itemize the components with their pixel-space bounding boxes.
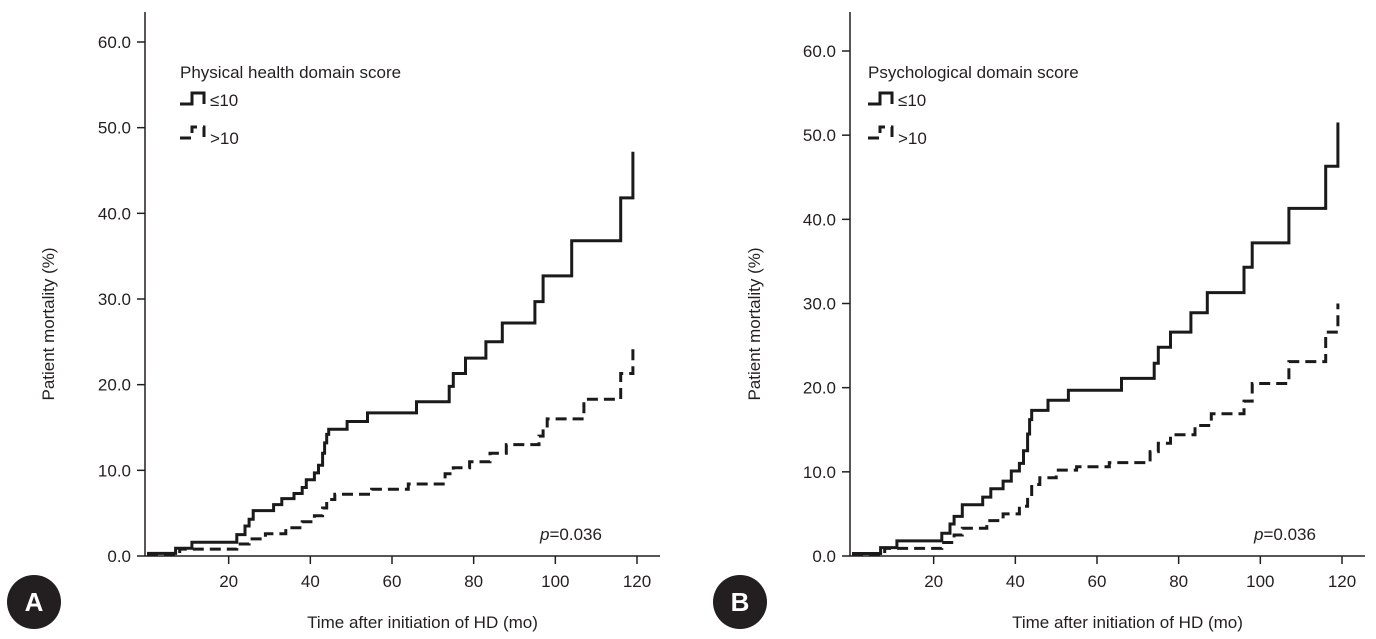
panel-b-badge: B xyxy=(713,575,767,629)
panel-b-badge-circle xyxy=(713,575,767,629)
panel-b-legend-title: Psychological domain score xyxy=(868,63,1079,82)
panel-a-x-axis-label: Time after initiation of HD (mo) xyxy=(307,613,538,632)
panel-b-legend: Psychological domain score ≤10 >10 xyxy=(868,63,1079,148)
panel-a-y-ticks: 0.0 10.0 20.0 30.0 40.0 50.0 60.0 xyxy=(98,33,145,566)
panel-b-curve-dashed xyxy=(852,303,1340,556)
panel-a-y-tick-label: 50.0 xyxy=(98,119,131,138)
panel-b-y-axis-label: Patient mortality (%) xyxy=(745,247,764,400)
panel-a-y-tick-label: 60.0 xyxy=(98,33,131,52)
panel-a-y-tick-label: 40.0 xyxy=(98,204,131,223)
panel-a-badge: A xyxy=(7,575,61,629)
panel-a: 0.0 10.0 20.0 30.0 40.0 50.0 60.0 20 40 60 80 100 1… xyxy=(7,12,660,632)
panel-a-y-axis-label: Patient mortality (%) xyxy=(39,247,58,400)
panel-b-x-tick-label: 80 xyxy=(1169,572,1188,591)
panel-a-badge-letter: A xyxy=(25,587,44,617)
panel-b-curve-solid xyxy=(852,122,1340,555)
panel-a-curves xyxy=(147,151,635,556)
panel-a-y-tick-label: 30.0 xyxy=(98,290,131,309)
panel-a-x-ticks: 20 40 60 80 100 120 xyxy=(219,556,651,591)
panel-b-x-tick-label: 60 xyxy=(1088,572,1107,591)
panel-a-badge-circle xyxy=(7,575,61,629)
panel-b-legend-swatch-dashed xyxy=(868,125,894,140)
panel-b-y-tick-label: 20.0 xyxy=(803,379,836,398)
panel-b-legend-swatch-solid xyxy=(868,91,894,106)
panel-b-y-ticks: 0.0 10.0 20.0 30.0 40.0 50.0 60.0 xyxy=(803,42,850,566)
panel-b-y-tick-label: 40.0 xyxy=(803,210,836,229)
panel-b-x-ticks: 20 40 60 80 100 120 xyxy=(924,556,1356,591)
panel-b-curves xyxy=(852,122,1340,556)
panel-a-p-value-prefix: p xyxy=(539,525,549,544)
panel-a-legend-swatch-dashed xyxy=(180,125,206,140)
panel-a-legend-title: Physical health domain score xyxy=(180,63,401,82)
panel-b-y-tick-label: 50.0 xyxy=(803,126,836,145)
panel-b-badge-letter: B xyxy=(731,587,750,617)
panel-b-p-value: p=0.036 xyxy=(1253,525,1316,544)
panel-b-y-tick-label: 0.0 xyxy=(812,547,836,566)
panel-b-x-axis-label: Time after initiation of HD (mo) xyxy=(1012,613,1243,632)
panel-a-y-tick-label: 0.0 xyxy=(107,547,131,566)
panel-a-legend-swatch-solid xyxy=(180,91,206,106)
panel-a-x-tick-label: 100 xyxy=(541,572,569,591)
panel-b-y-tick-label: 60.0 xyxy=(803,42,836,61)
panel-a-x-tick-label: 120 xyxy=(623,572,651,591)
panel-a-legend: Physical health domain score ≤10 >10 xyxy=(180,63,401,148)
panel-a-y-tick-label: 10.0 xyxy=(98,461,131,480)
panel-b-legend-series-le10: ≤10 xyxy=(898,91,926,110)
panel-a-curve-solid xyxy=(147,151,635,555)
panel-b-x-tick-label: 120 xyxy=(1328,572,1356,591)
panel-b-p-value-prefix: p xyxy=(1253,525,1263,544)
panel-a-x-tick-label: 40 xyxy=(301,572,320,591)
panel-a-legend-series-le10: ≤10 xyxy=(210,91,238,110)
panel-a-legend-series-gt10: >10 xyxy=(210,129,239,148)
panel-b-y-tick-label: 30.0 xyxy=(803,295,836,314)
panel-b-x-tick-label: 100 xyxy=(1246,572,1274,591)
panel-a-curve-dashed xyxy=(147,346,635,556)
panel-b-p-value-suffix: =0.036 xyxy=(1263,525,1315,544)
panel-a-p-value-suffix: =0.036 xyxy=(549,525,601,544)
panel-a-x-tick-label: 80 xyxy=(464,572,483,591)
panel-a-x-tick-label: 60 xyxy=(383,572,402,591)
panel-a-x-tick-label: 20 xyxy=(219,572,238,591)
panel-b-legend-series-gt10: >10 xyxy=(898,129,927,148)
panel-a-y-tick-label: 20.0 xyxy=(98,376,131,395)
panel-b-x-tick-label: 20 xyxy=(924,572,943,591)
panel-b: 0.0 10.0 20.0 30.0 40.0 50.0 60.0 20 40 60 80 100 1… xyxy=(713,12,1365,632)
panel-a-axes xyxy=(144,12,660,557)
panel-b-y-tick-label: 10.0 xyxy=(803,463,836,482)
panel-b-x-tick-label: 40 xyxy=(1006,572,1025,591)
panel-a-p-value: p=0.036 xyxy=(539,525,602,544)
panel-b-axes xyxy=(849,12,1365,557)
